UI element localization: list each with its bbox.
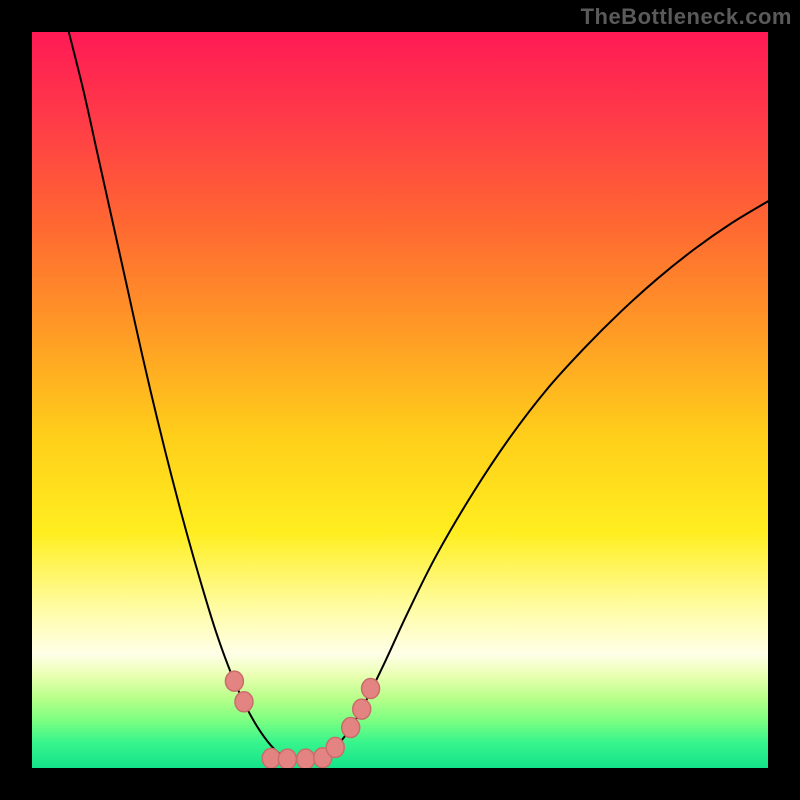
data-marker <box>235 692 253 712</box>
data-marker <box>297 749 315 769</box>
watermark-text: TheBottleneck.com <box>581 4 792 30</box>
chart-container: TheBottleneck.com <box>0 0 800 800</box>
data-marker <box>278 749 296 769</box>
gradient-background <box>32 32 768 768</box>
data-marker <box>326 737 344 757</box>
data-marker <box>342 718 360 738</box>
bottleneck-curve-chart <box>0 0 800 800</box>
data-marker <box>353 699 371 719</box>
data-marker <box>362 679 380 699</box>
data-marker <box>225 671 243 691</box>
data-marker <box>262 748 280 768</box>
